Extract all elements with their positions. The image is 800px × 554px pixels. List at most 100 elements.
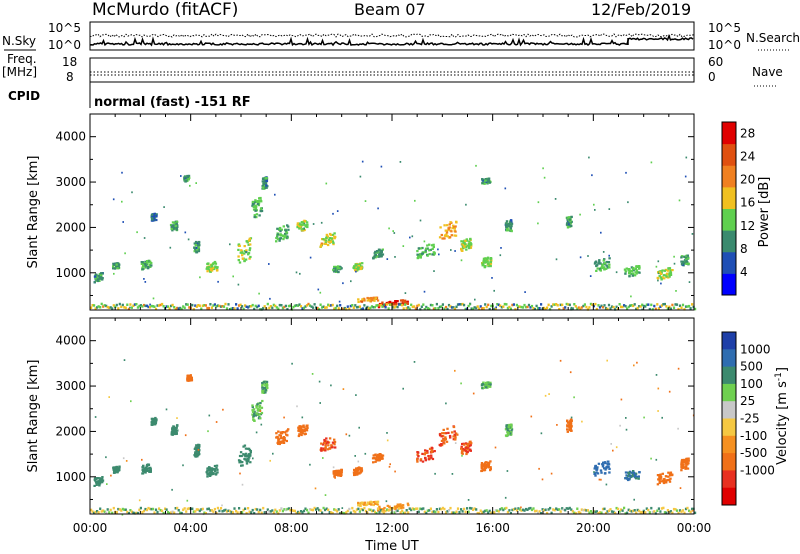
echo-cell bbox=[625, 171, 627, 174]
echo-cell bbox=[662, 481, 666, 485]
echo-cell bbox=[444, 436, 447, 439]
echo-cell bbox=[171, 510, 174, 514]
echo-cell bbox=[212, 304, 215, 307]
echo-cell bbox=[440, 507, 443, 511]
echo-cell bbox=[687, 462, 690, 465]
echo-cell bbox=[423, 510, 426, 514]
echo-cell bbox=[355, 508, 358, 511]
echo-cell bbox=[170, 433, 173, 436]
echo-cell bbox=[426, 244, 429, 247]
echo-cell bbox=[276, 233, 280, 236]
echo-cell bbox=[659, 474, 662, 477]
echo-cell bbox=[331, 233, 335, 236]
echo-cell bbox=[417, 510, 420, 513]
echo-cell bbox=[480, 462, 484, 465]
echo-cell bbox=[685, 261, 688, 264]
echo-cell bbox=[408, 307, 411, 310]
echo-cell bbox=[388, 505, 391, 508]
echo-cell bbox=[370, 296, 373, 300]
echo-cell bbox=[417, 247, 421, 250]
echo-cell bbox=[450, 249, 452, 251]
echo-cell bbox=[579, 213, 581, 216]
echo-cell bbox=[356, 263, 360, 266]
echo-cell bbox=[101, 481, 104, 484]
echo-cell bbox=[512, 303, 515, 306]
echo-cell bbox=[180, 175, 182, 177]
echo-cell bbox=[287, 225, 290, 228]
echo-cell bbox=[322, 238, 325, 241]
echo-cell bbox=[115, 263, 118, 266]
echo-cell bbox=[669, 271, 673, 275]
echo-cell bbox=[593, 471, 595, 473]
echo-cell bbox=[176, 429, 179, 432]
echo-cell bbox=[462, 244, 465, 247]
echo-cell bbox=[243, 252, 246, 255]
echo-cell bbox=[382, 508, 385, 512]
echo-cell bbox=[325, 233, 329, 236]
echo-cell bbox=[363, 501, 367, 504]
echo-cell bbox=[177, 307, 180, 310]
echo-cell bbox=[346, 305, 349, 308]
echo-cell bbox=[564, 508, 567, 512]
echo-cell bbox=[351, 304, 354, 307]
echo-cell bbox=[464, 442, 468, 445]
echo-cell bbox=[546, 306, 549, 309]
echo-cell bbox=[441, 237, 444, 240]
echo-cell bbox=[667, 475, 670, 478]
echo-cell bbox=[489, 383, 492, 386]
echo-cell bbox=[454, 234, 458, 237]
echo-cell bbox=[386, 508, 389, 511]
echo-cell bbox=[579, 256, 582, 259]
echo-cell bbox=[348, 507, 351, 511]
echo-cell bbox=[532, 507, 535, 510]
echo-cell bbox=[98, 273, 102, 276]
echo-cell bbox=[628, 474, 632, 477]
echo-cell bbox=[334, 446, 337, 449]
echo-cell bbox=[301, 416, 304, 419]
echo-cell bbox=[610, 305, 614, 308]
echo-cell bbox=[297, 434, 301, 438]
velocity-colorbar-segment bbox=[722, 487, 736, 506]
echo-cell bbox=[310, 508, 313, 512]
echo-cell bbox=[287, 428, 290, 431]
echo-cell bbox=[446, 235, 449, 238]
echo-cell bbox=[671, 511, 674, 515]
echo-cell bbox=[361, 298, 364, 301]
echo-cell bbox=[174, 224, 178, 227]
echo-cell bbox=[322, 449, 325, 452]
echo-cell bbox=[322, 457, 324, 459]
echo-cell bbox=[171, 303, 174, 307]
echo-cell bbox=[147, 267, 150, 270]
echo-cell bbox=[417, 303, 420, 307]
echo-cell bbox=[306, 223, 309, 226]
echo-cell bbox=[350, 280, 352, 283]
echo-cell bbox=[532, 307, 535, 310]
echo-cell bbox=[328, 304, 331, 307]
echo-cell bbox=[651, 308, 654, 311]
echo-cell bbox=[243, 245, 246, 248]
echo-cell bbox=[687, 262, 690, 265]
echo-cell bbox=[664, 274, 667, 277]
echo-cell bbox=[596, 466, 599, 469]
echo-cell bbox=[203, 511, 206, 514]
echo-cell bbox=[358, 305, 361, 308]
echo-cell bbox=[277, 430, 280, 433]
echo-cell bbox=[423, 240, 426, 243]
echo-cell bbox=[548, 393, 550, 395]
echo-cell bbox=[399, 161, 402, 163]
power-colorbar-tick-label: 8 bbox=[740, 242, 748, 256]
echo-cell bbox=[642, 304, 645, 308]
echo-cell bbox=[96, 278, 99, 281]
echo-cell bbox=[210, 306, 213, 309]
echo-cell bbox=[293, 304, 296, 308]
echo-cell bbox=[268, 510, 271, 513]
echo-cell bbox=[208, 469, 211, 472]
echo-cell bbox=[230, 307, 233, 310]
echo-cell bbox=[689, 510, 692, 514]
echo-cell bbox=[404, 511, 407, 515]
echo-cell bbox=[540, 303, 543, 306]
echo-cell bbox=[328, 232, 332, 236]
echo-cell bbox=[135, 511, 138, 515]
echo-cell bbox=[194, 240, 198, 244]
echo-cell bbox=[363, 506, 366, 510]
